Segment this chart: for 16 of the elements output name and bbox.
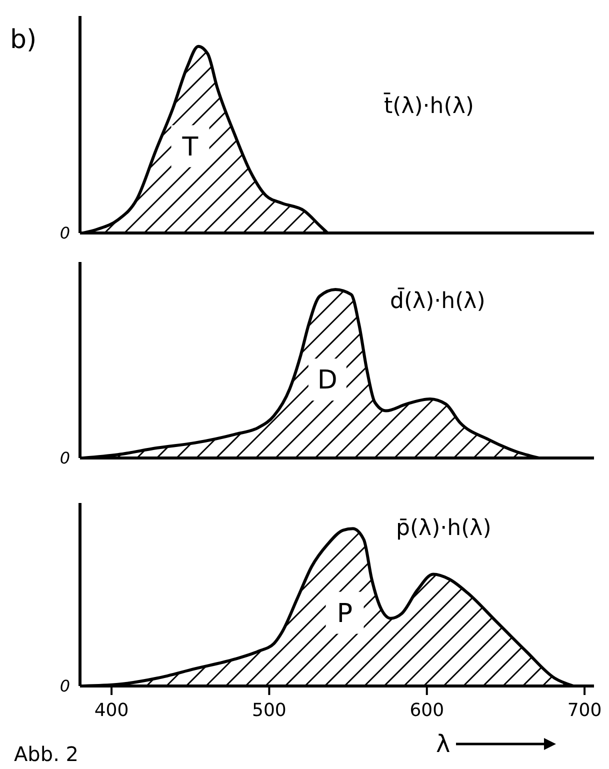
text: 0 bbox=[60, 448, 70, 468]
x-tick-label: 500 bbox=[252, 700, 286, 721]
x-tick-label: 400 bbox=[94, 700, 129, 721]
series-label: d̄(λ)·h(λ) bbox=[390, 286, 486, 314]
text: 0 bbox=[60, 224, 70, 243]
chart-title: b) bbox=[10, 25, 37, 55]
text: 0 bbox=[60, 676, 70, 696]
annotation: P bbox=[336, 598, 353, 629]
x-tick-label: 700 bbox=[567, 700, 602, 721]
annotation: D bbox=[317, 366, 338, 396]
caption: Abb. 2 bbox=[14, 742, 79, 766]
annotation: T bbox=[181, 132, 198, 162]
text: t̄(λ)·h(λ) bbox=[384, 92, 474, 119]
series-label: p̄(λ)·h(λ) bbox=[396, 516, 492, 541]
x-tick-label: 600 bbox=[410, 700, 444, 721]
x-axis-title: λ bbox=[436, 730, 450, 758]
